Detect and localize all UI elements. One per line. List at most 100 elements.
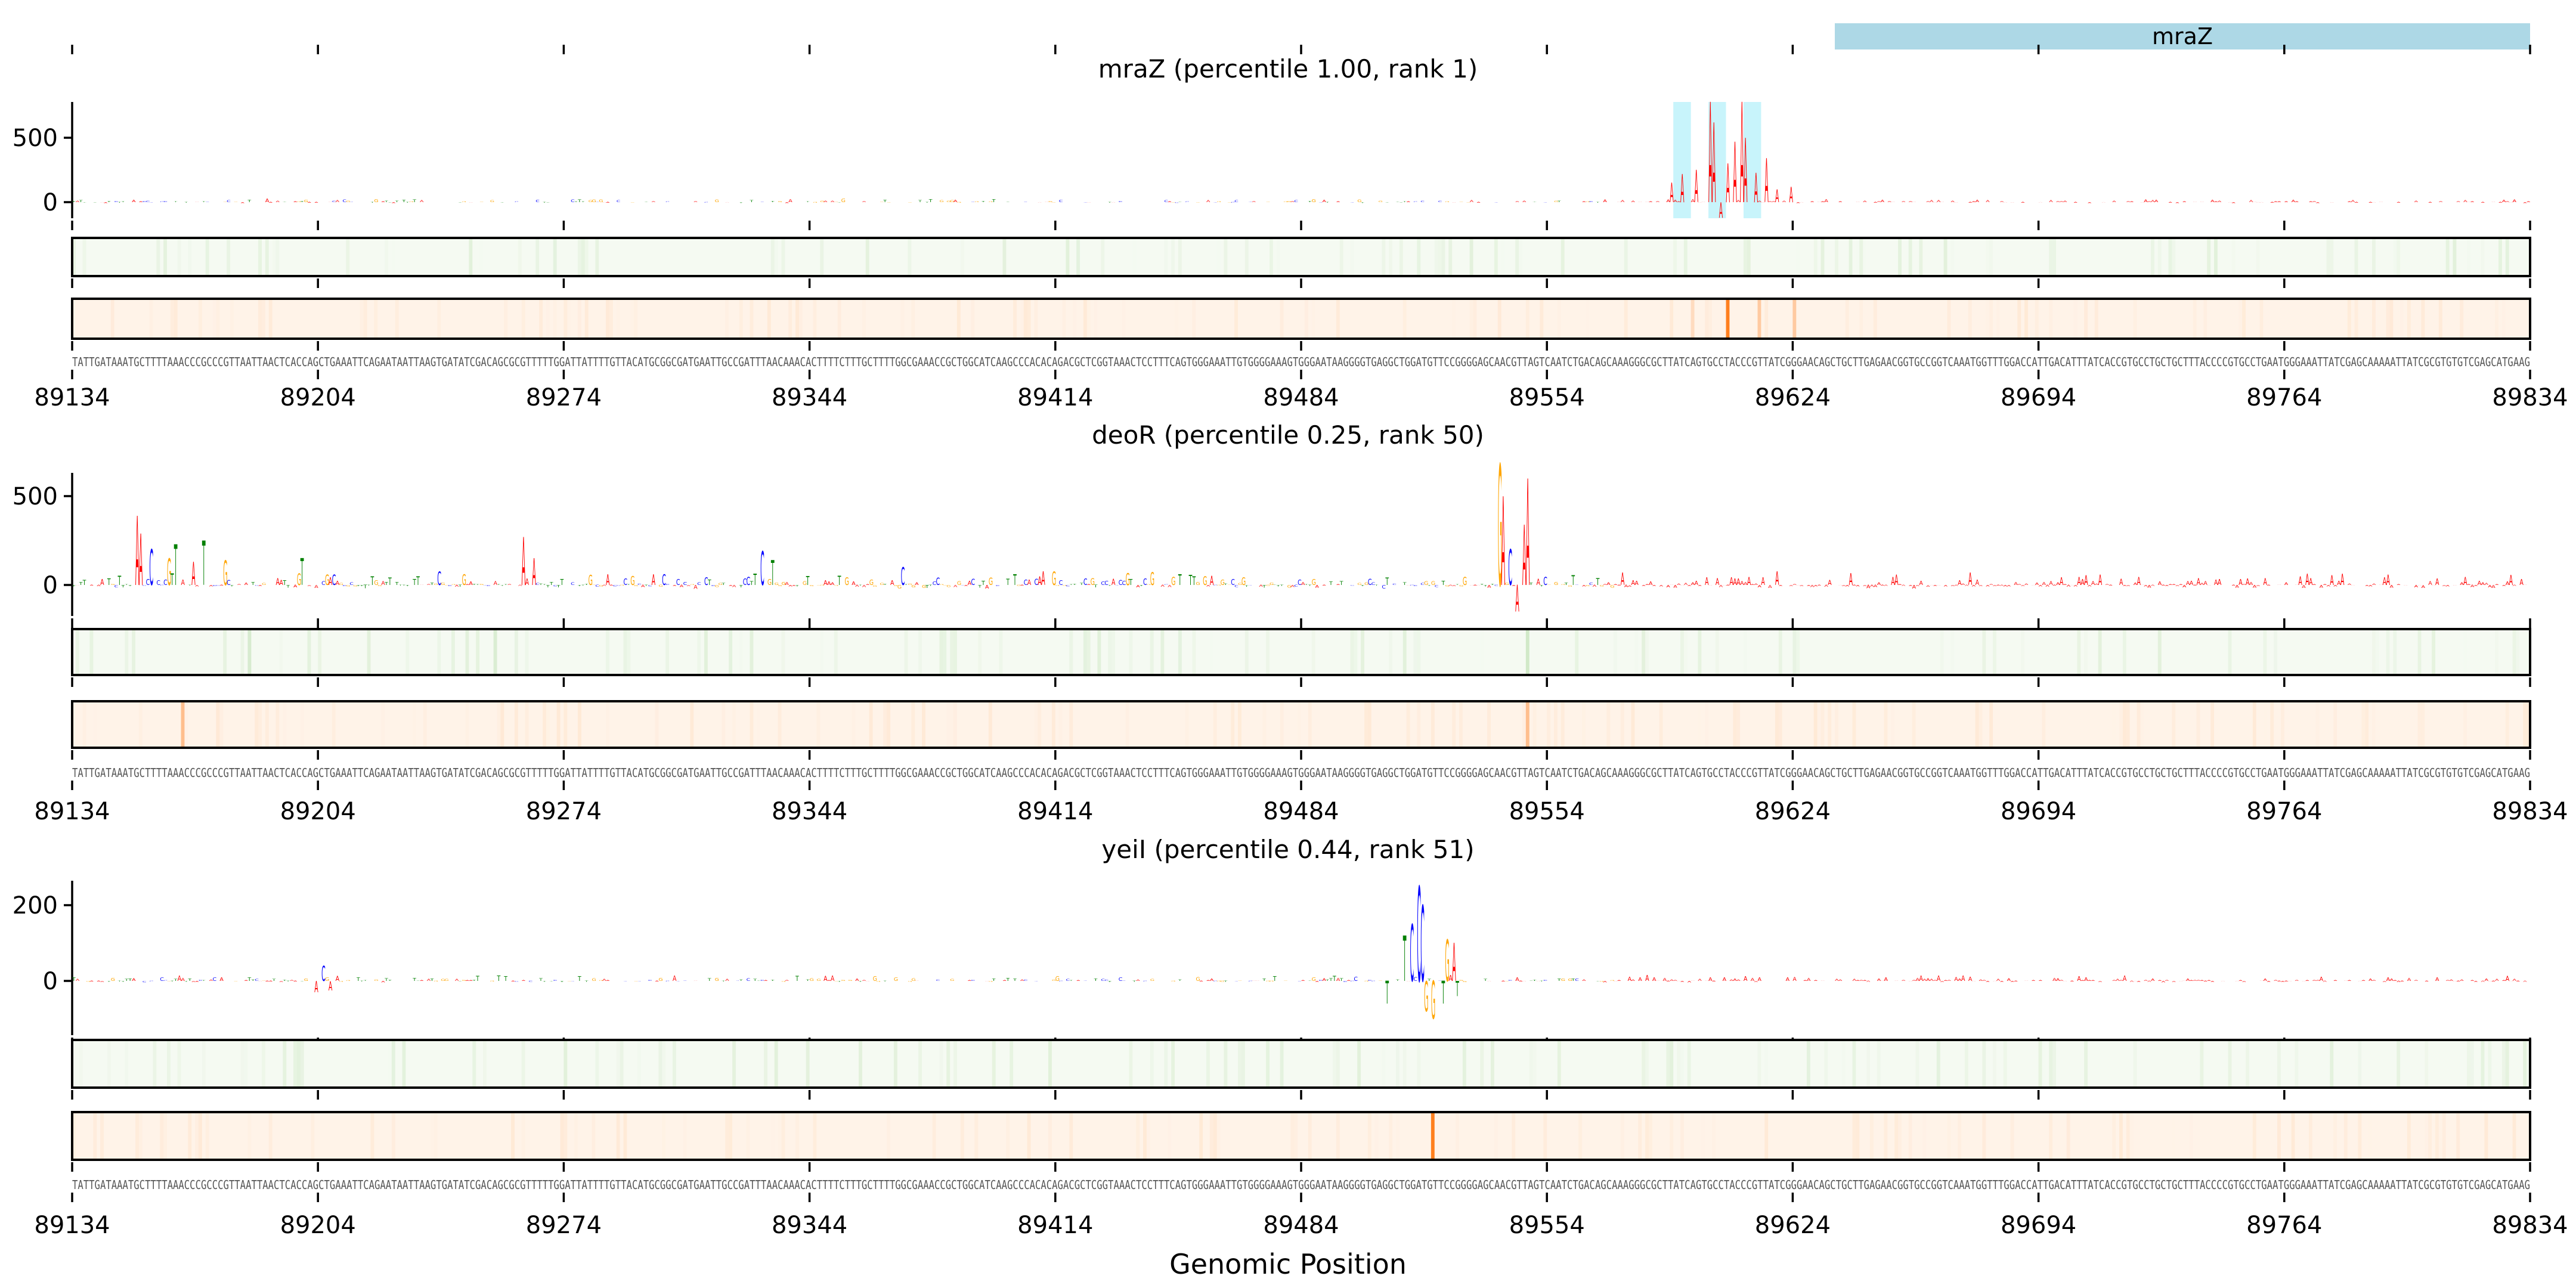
heatmap-cell bbox=[553, 299, 557, 339]
logo-letter: A bbox=[1206, 200, 1210, 203]
logo-letter: G bbox=[634, 981, 638, 982]
logo-letter: A bbox=[2302, 584, 2306, 589]
logo-letter: A bbox=[2453, 585, 2457, 586]
logo-letter: A bbox=[2134, 981, 2138, 982]
logo-letter: T bbox=[401, 585, 406, 586]
logo-letter: G bbox=[834, 981, 838, 982]
logo-letter: G bbox=[490, 981, 494, 982]
heatmap-cell bbox=[869, 701, 873, 748]
logo-letter: A bbox=[97, 981, 101, 982]
heatmap-cell bbox=[1898, 238, 1902, 276]
logo-letter: G bbox=[262, 980, 266, 981]
logo-letter: T bbox=[120, 584, 125, 588]
logo-letter: A bbox=[1736, 979, 1741, 982]
logo-letter: C bbox=[213, 585, 217, 587]
logo-letter: C bbox=[1589, 582, 1593, 586]
heatmap-cell bbox=[2263, 629, 2267, 675]
logo-letter: A bbox=[1775, 569, 1779, 590]
logo-letter: C bbox=[227, 578, 231, 587]
heatmap-cell bbox=[360, 299, 364, 339]
logo-letter: T bbox=[981, 580, 985, 587]
heatmap-cell bbox=[2481, 238, 2485, 276]
logo-letter: A bbox=[2210, 981, 2215, 982]
heatmap-cell bbox=[160, 1112, 164, 1160]
logo-letter: A bbox=[1944, 980, 1948, 981]
heatmap-cell bbox=[1645, 629, 1649, 675]
logo-letter: A bbox=[1476, 202, 1481, 203]
logo-letter: A bbox=[2000, 201, 2004, 203]
heatmap-cell bbox=[1736, 701, 1741, 748]
logo-letter: T bbox=[1307, 585, 1312, 587]
heatmap-cell bbox=[1354, 629, 1358, 675]
x-tick-label: 89484 bbox=[1263, 1212, 1339, 1239]
heatmap-cell bbox=[1199, 1112, 1203, 1160]
logo-letter: A bbox=[2123, 585, 2127, 586]
logo-letter: C bbox=[160, 977, 164, 982]
logo-letter: T bbox=[1395, 979, 1400, 982]
logo-letter: A bbox=[1838, 979, 1843, 982]
logo-letter: A bbox=[1898, 584, 1902, 585]
heatmap-cell bbox=[939, 629, 943, 675]
logo-letter: G bbox=[989, 981, 993, 982]
heatmap-cell bbox=[1950, 238, 1954, 276]
heatmap-cell bbox=[476, 629, 480, 675]
logo-letter: C bbox=[535, 199, 540, 203]
heatmap-cell bbox=[258, 238, 262, 276]
logo-letter: T bbox=[1093, 584, 1097, 589]
heatmap-cell bbox=[1413, 629, 1417, 675]
logo-letter: C bbox=[624, 981, 628, 982]
heatmap-cell bbox=[606, 299, 609, 339]
heatmap-cell bbox=[138, 1112, 143, 1160]
logo-letter: C bbox=[515, 981, 519, 982]
logo-letter: C bbox=[1101, 581, 1105, 587]
logo-letter: C bbox=[1350, 202, 1354, 203]
logo-letter: G bbox=[1424, 580, 1428, 587]
logo-letter: T bbox=[559, 981, 564, 983]
logo-letter: T bbox=[1339, 580, 1343, 587]
logo-letter: C bbox=[448, 585, 452, 587]
logo-letter: C bbox=[483, 585, 487, 586]
logo-letter: T bbox=[1069, 980, 1073, 981]
logo-letter: C bbox=[971, 577, 975, 587]
logo-letter: A bbox=[2460, 979, 2464, 982]
heatmap-cell bbox=[732, 701, 736, 748]
logo-letter: A bbox=[2513, 585, 2517, 587]
logo-letter: T bbox=[497, 974, 501, 983]
heatmap-cell bbox=[2151, 238, 2154, 276]
heatmap-cell bbox=[2330, 238, 2334, 276]
logo-letter: A bbox=[2063, 200, 2067, 203]
logo-letter: A bbox=[1933, 202, 1937, 203]
logo-letter: C bbox=[1371, 582, 1376, 586]
logo-letter: A bbox=[1891, 574, 1895, 588]
logo-letter: A bbox=[1772, 201, 1776, 203]
logo-letter: T bbox=[82, 579, 86, 587]
heatmap-cell bbox=[1304, 299, 1308, 339]
logo-letter: A bbox=[1659, 584, 1664, 587]
heatmap-cell bbox=[1143, 1112, 1147, 1160]
logo-letter: A bbox=[1677, 981, 1681, 982]
logo-letter: C bbox=[683, 581, 688, 586]
logo-letter: A bbox=[1937, 974, 1941, 983]
heatmap-cell bbox=[750, 701, 754, 748]
logo-letter: A bbox=[2488, 584, 2492, 589]
logo-letter: G bbox=[223, 553, 227, 593]
heatmap-cell bbox=[1947, 299, 1951, 339]
heatmap-cell bbox=[72, 238, 76, 276]
logo-letter: A bbox=[265, 199, 269, 204]
logo-letter: A bbox=[1631, 979, 1636, 982]
heatmap-cell bbox=[1192, 299, 1196, 339]
logo-letter: A bbox=[2397, 584, 2401, 585]
logo-letter: A bbox=[652, 201, 656, 203]
heatmap-cell bbox=[617, 299, 620, 339]
logo-letter: A bbox=[1652, 585, 1657, 586]
logo-letter: A bbox=[1751, 977, 1755, 982]
logo-letter: A bbox=[2393, 980, 2397, 981]
heatmap-cell bbox=[1648, 1112, 1652, 1160]
heatmap-cell bbox=[2467, 238, 2470, 276]
logo-letter: A bbox=[89, 981, 94, 982]
logo-letter: A bbox=[2088, 980, 2092, 982]
logo-letter: A bbox=[532, 552, 535, 594]
logo-letter: G bbox=[1445, 584, 1449, 587]
heatmap-cell bbox=[900, 299, 905, 339]
logo-letter: C bbox=[332, 572, 336, 589]
